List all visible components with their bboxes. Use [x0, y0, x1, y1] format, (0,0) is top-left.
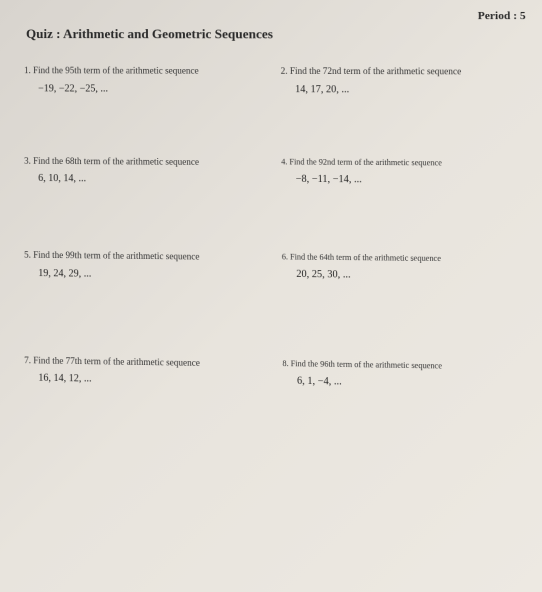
question-sequence: −19, −22, −25, ...: [38, 83, 268, 95]
question-2: 2. Find the 72nd term of the arithmetic …: [274, 65, 537, 96]
question-text: Find the 92nd term of the arithmetic seq…: [289, 157, 442, 167]
question-number: 8.: [282, 359, 288, 368]
question-sequence: 6, 10, 14, ...: [38, 173, 269, 186]
question-sequence: −8, −11, −14, ...: [296, 173, 532, 186]
question-text: Find the 77th term of the arithmetic seq…: [33, 355, 200, 368]
question-number: 5.: [24, 250, 31, 260]
questions-grid: 1. Find the 95th term of the arithmetic …: [18, 64, 541, 463]
question-number: 1.: [24, 65, 31, 75]
question-text: Find the 99th term of the arithmetic seq…: [33, 250, 199, 262]
period-text: Period :: [478, 10, 517, 22]
question-5: 5. Find the 99th term of the arithmetic …: [18, 249, 276, 282]
question-prompt: 8. Find the 96th term of the arithmetic …: [282, 358, 534, 373]
question-number: 4.: [281, 157, 287, 166]
question-number: 3.: [24, 155, 31, 165]
period-value: 5: [520, 10, 526, 22]
question-sequence: 19, 24, 29, ...: [38, 268, 269, 282]
question-text: Find the 68th term of the arithmetic seq…: [33, 155, 199, 166]
question-number: 2.: [281, 66, 288, 76]
question-sequence: 16, 14, 12, ...: [38, 373, 270, 388]
question-prompt: 4. Find the 92nd term of the arithmetic …: [281, 156, 531, 169]
question-7: 7. Find the 77th term of the arithmetic …: [18, 354, 276, 388]
worksheet-page: Period : 5 Quiz : Arithmetic and Geometr…: [0, 0, 542, 474]
question-number: 6.: [282, 252, 288, 261]
question-text: Find the 72nd term of the arithmetic seq…: [290, 66, 461, 77]
question-text: Find the 96th term of the arithmetic seq…: [291, 359, 442, 371]
question-8: 8. Find the 96th term of the arithmetic …: [276, 358, 540, 393]
question-prompt: 5. Find the 99th term of the arithmetic …: [24, 249, 269, 264]
question-text: Find the 95th term of the arithmetic seq…: [33, 65, 199, 75]
question-prompt: 1. Find the 95th term of the arithmetic …: [24, 64, 268, 77]
period-label: Period : 5: [478, 10, 536, 22]
question-text: Find the 64th term of the arithmetic seq…: [290, 252, 441, 263]
question-sequence: 6, 1, −4, ...: [297, 376, 534, 391]
question-prompt: 2. Find the 72nd term of the arithmetic …: [281, 65, 531, 78]
question-prompt: 7. Find the 77th term of the arithmetic …: [24, 354, 270, 371]
question-sequence: 20, 25, 30, ...: [296, 269, 533, 283]
question-1: 1. Find the 95th term of the arithmetic …: [18, 64, 275, 95]
question-4: 4. Find the 92nd term of the arithmetic …: [275, 156, 538, 188]
question-prompt: 6. Find the 64th term of the arithmetic …: [282, 251, 533, 265]
question-6: 6. Find the 64th term of the arithmetic …: [276, 251, 540, 284]
question-number: 7.: [24, 355, 31, 365]
header: Period : 5: [18, 10, 536, 22]
question-prompt: 3. Find the 68th term of the arithmetic …: [24, 154, 269, 168]
question-3: 3. Find the 68th term of the arithmetic …: [18, 154, 275, 186]
question-sequence: 14, 17, 20, ...: [295, 84, 531, 96]
quiz-title: Quiz : Arithmetic and Geometric Sequence…: [26, 26, 536, 43]
